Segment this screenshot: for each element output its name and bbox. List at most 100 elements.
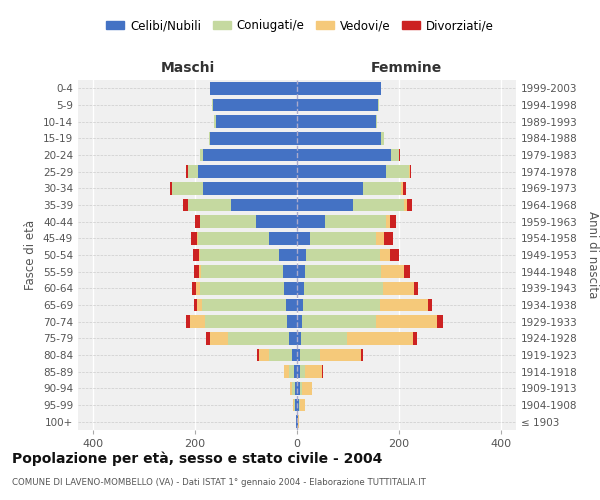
Bar (292, 382, 295, 394)
Bar (347, 332, 413, 344)
Bar (391, 149, 399, 162)
Bar (256, 216, 297, 228)
Bar (297, 82, 381, 94)
Bar (297, 316, 302, 328)
Bar (361, 349, 363, 361)
Bar (297, 416, 298, 428)
Bar (390, 216, 397, 228)
Y-axis label: Fasce di età: Fasce di età (25, 220, 37, 290)
Bar (297, 266, 305, 278)
Bar (293, 399, 295, 411)
Bar (305, 366, 322, 378)
Bar (297, 149, 391, 162)
Bar (297, 332, 301, 344)
Bar (304, 282, 383, 294)
Bar (192, 282, 196, 294)
Bar (299, 399, 305, 411)
Text: Popolazione per età, sesso e stato civile - 2004: Popolazione per età, sesso e stato civil… (12, 451, 382, 466)
Bar (297, 298, 303, 311)
Bar (413, 332, 417, 344)
Bar (194, 216, 200, 228)
Bar (289, 332, 297, 344)
Bar (213, 99, 297, 112)
Bar (380, 248, 390, 261)
Bar (376, 316, 437, 328)
Bar (283, 266, 297, 278)
Bar (197, 232, 269, 244)
Bar (295, 366, 297, 378)
Bar (297, 399, 299, 411)
Bar (209, 132, 211, 144)
Bar (297, 282, 304, 294)
Bar (199, 266, 201, 278)
Bar (191, 232, 197, 244)
Bar (187, 166, 197, 178)
Bar (428, 298, 432, 311)
Bar (186, 316, 190, 328)
Bar (259, 349, 269, 361)
Bar (401, 182, 403, 194)
Bar (409, 166, 410, 178)
Bar (203, 182, 297, 194)
Bar (211, 132, 297, 144)
Bar (202, 298, 286, 311)
Bar (194, 298, 197, 311)
Bar (190, 316, 205, 328)
Bar (302, 316, 376, 328)
Bar (303, 298, 380, 311)
Bar (289, 366, 295, 378)
Bar (200, 248, 279, 261)
Bar (197, 166, 297, 178)
Bar (196, 282, 200, 294)
Bar (404, 266, 410, 278)
Bar (284, 366, 289, 378)
Bar (305, 266, 381, 278)
Bar (386, 216, 390, 228)
Bar (325, 216, 386, 228)
Bar (297, 248, 306, 261)
Bar (200, 216, 256, 228)
Bar (413, 282, 418, 294)
Bar (310, 232, 376, 244)
Bar (298, 416, 299, 428)
Bar (205, 316, 287, 328)
Bar (170, 182, 172, 194)
Bar (257, 349, 259, 361)
Bar (199, 248, 200, 261)
Bar (203, 149, 297, 162)
Bar (383, 232, 393, 244)
Bar (381, 266, 404, 278)
Bar (211, 82, 297, 94)
Y-axis label: Anni di nascita: Anni di nascita (586, 212, 599, 298)
Bar (390, 248, 400, 261)
Bar (376, 232, 383, 244)
Bar (302, 382, 312, 394)
Bar (284, 282, 297, 294)
Bar (353, 199, 404, 211)
Bar (301, 332, 347, 344)
Bar (297, 349, 299, 361)
Bar (299, 382, 302, 394)
Bar (437, 316, 443, 328)
Bar (381, 132, 383, 144)
Bar (231, 199, 297, 211)
Bar (297, 232, 310, 244)
Bar (184, 199, 187, 211)
Bar (187, 199, 231, 211)
Bar (201, 266, 283, 278)
Bar (193, 248, 199, 261)
Legend: Celibi/Nubili, Coniugati/e, Vedovi/e, Divorziati/e: Celibi/Nubili, Coniugati/e, Vedovi/e, Di… (100, 14, 500, 38)
Bar (200, 149, 203, 162)
Bar (172, 182, 203, 194)
Bar (297, 99, 379, 112)
Bar (206, 332, 211, 344)
Bar (376, 116, 377, 128)
Bar (228, 332, 289, 344)
Bar (269, 232, 297, 244)
Bar (287, 316, 297, 328)
Bar (215, 116, 297, 128)
Bar (279, 248, 297, 261)
Bar (403, 182, 406, 194)
Bar (296, 416, 297, 428)
Text: Maschi: Maschi (160, 61, 215, 75)
